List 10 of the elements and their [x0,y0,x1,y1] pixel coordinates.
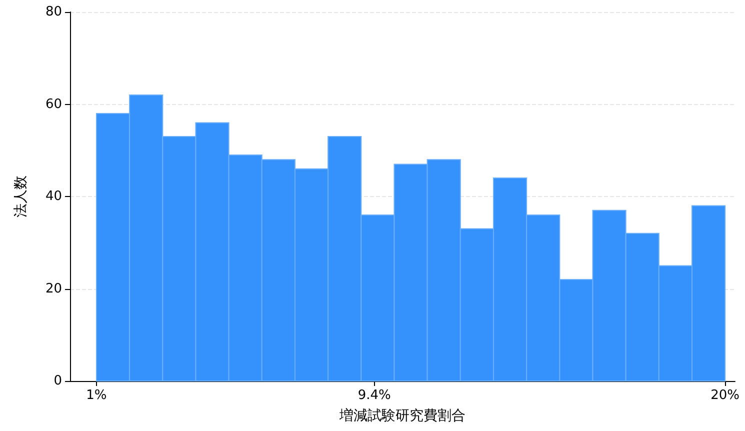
y-tick-label: 0 [54,374,62,388]
y-tick-label: 80 [45,4,62,20]
y-tick-label: 40 [45,189,62,204]
y-axis-title: 法人数 [13,176,29,218]
y-tick-label: 60 [45,96,62,112]
x-tick-label: 1% [86,388,107,403]
x-tick-label: 20% [710,388,740,403]
x-axis-title: 増減試験研究費割合 [338,407,466,424]
y-tick-label: 20 [45,281,62,296]
x-tick-label: 9.4% [358,388,391,403]
